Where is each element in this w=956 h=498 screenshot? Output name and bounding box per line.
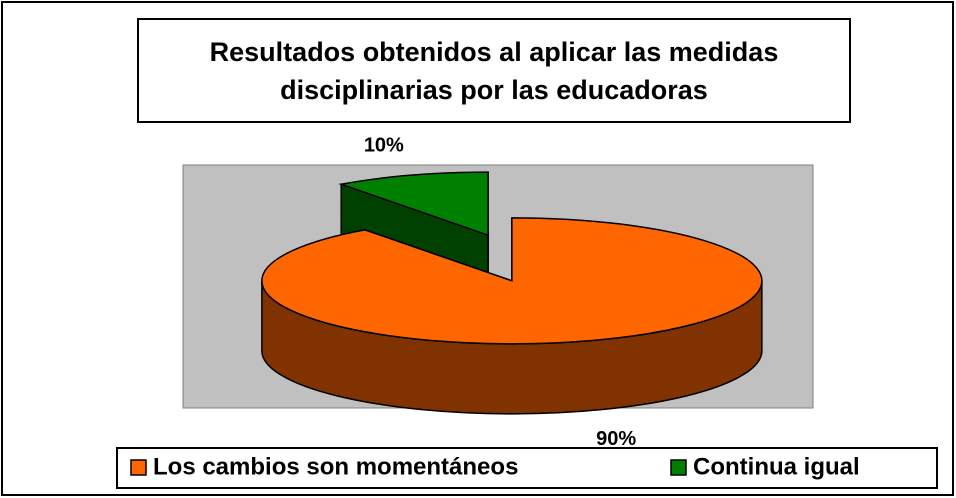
slice-top xyxy=(261,217,763,345)
legend: Los cambios son momentáneos Continua igua… xyxy=(130,453,860,480)
legend-swatch xyxy=(670,459,687,476)
slice-top xyxy=(338,171,489,237)
pie-slice xyxy=(261,217,763,415)
chart-title: Resultados obtenidos al aplicar las medi… xyxy=(137,18,851,123)
legend-swatch xyxy=(130,459,147,476)
value-labels: 10% 90% xyxy=(364,135,637,450)
legend-label: Continua igual xyxy=(693,453,860,480)
legend-label: Los cambios son momentáneos xyxy=(153,453,518,480)
value-label: 10% xyxy=(364,135,404,157)
legend-box xyxy=(116,447,938,489)
value-label: 90% xyxy=(596,428,636,450)
pie xyxy=(261,171,763,415)
